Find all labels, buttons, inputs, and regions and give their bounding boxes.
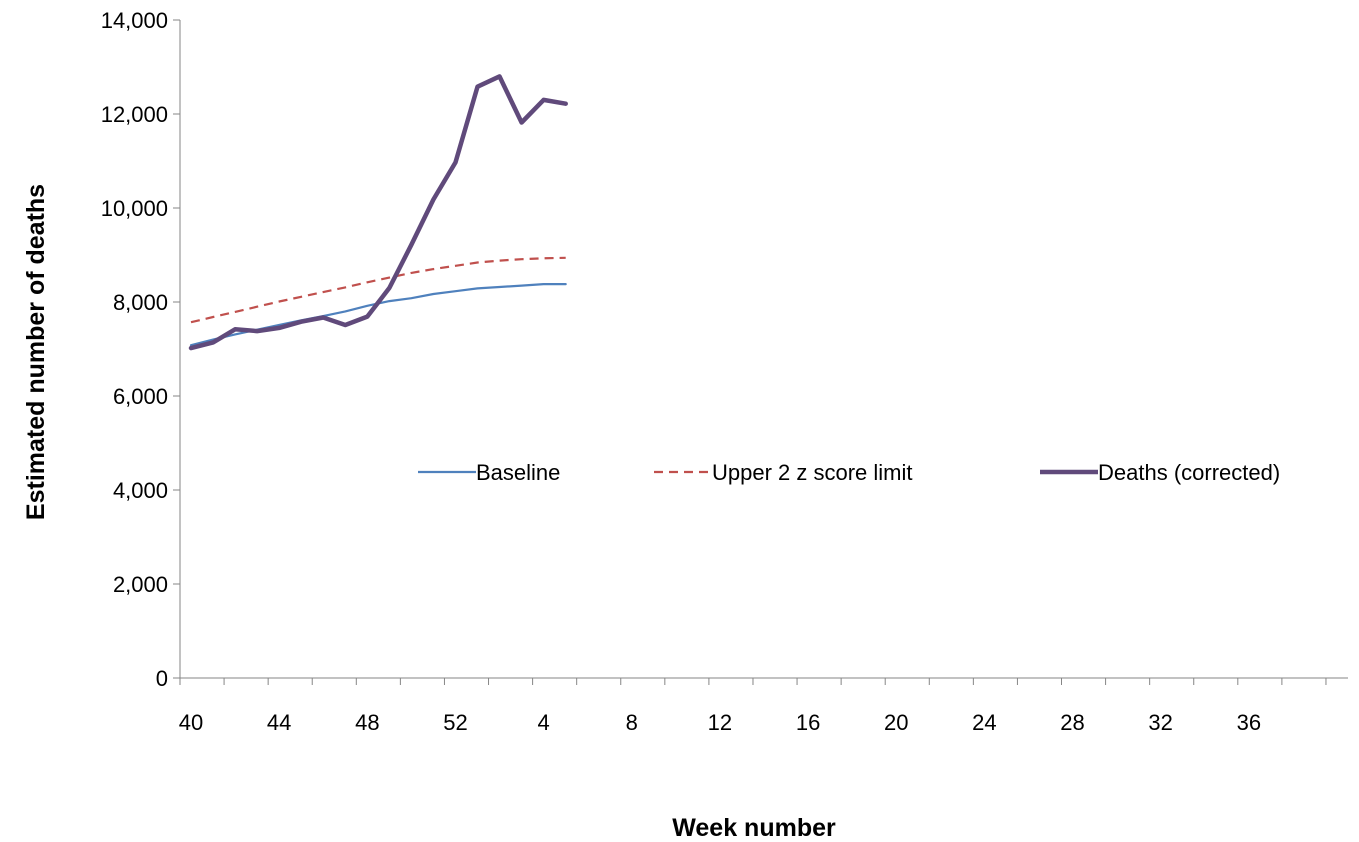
legend-label-2: Deaths (corrected) xyxy=(1098,460,1280,485)
y-axis: 0 2,000 4,000 6,000 8,000 10,000 12,000 14,000 xyxy=(101,8,181,691)
y-tick-label: 8,000 xyxy=(113,290,168,315)
x-tick-label: 20 xyxy=(884,710,908,735)
y-tick-label: 14,000 xyxy=(101,8,168,33)
y-tick-label: 6,000 xyxy=(113,384,168,409)
y-tick-label: 0 xyxy=(156,666,168,691)
x-tick-label: 12 xyxy=(708,710,732,735)
series-line-0 xyxy=(189,283,567,347)
legend-label-0: Baseline xyxy=(476,460,560,485)
y-tick-label: 10,000 xyxy=(101,196,168,221)
x-tick-label: 16 xyxy=(796,710,820,735)
y-tick-label: 4,000 xyxy=(113,478,168,503)
x-tick-label: 32 xyxy=(1148,710,1172,735)
x-tick-label: 48 xyxy=(355,710,379,735)
x-tick-label: 40 xyxy=(179,710,203,735)
x-tick-label: 28 xyxy=(1060,710,1084,735)
x-axis: 40 44 48 52 4 8 12 16 20 24 28 32 36 xyxy=(179,677,1348,735)
x-axis-title: Week number xyxy=(672,814,836,842)
plot-area xyxy=(188,74,568,351)
series-line-1 xyxy=(190,256,566,324)
x-tick-label: 36 xyxy=(1237,710,1261,735)
y-tick-label: 2,000 xyxy=(113,572,168,597)
y-tick-label: 12,000 xyxy=(101,102,168,127)
series-line-2 xyxy=(188,74,568,351)
x-tick-label: 44 xyxy=(267,710,291,735)
y-axis-title: Estimated number of deaths xyxy=(22,184,50,520)
legend-label-1: Upper 2 z score limit xyxy=(712,460,913,485)
x-tick-label: 52 xyxy=(443,710,467,735)
x-tick-label: 4 xyxy=(537,710,549,735)
x-tick-label: 24 xyxy=(972,710,996,735)
x-tick-label: 8 xyxy=(626,710,638,735)
legend: Baseline Upper 2 z score limit Deaths (cor… xyxy=(418,460,1280,485)
